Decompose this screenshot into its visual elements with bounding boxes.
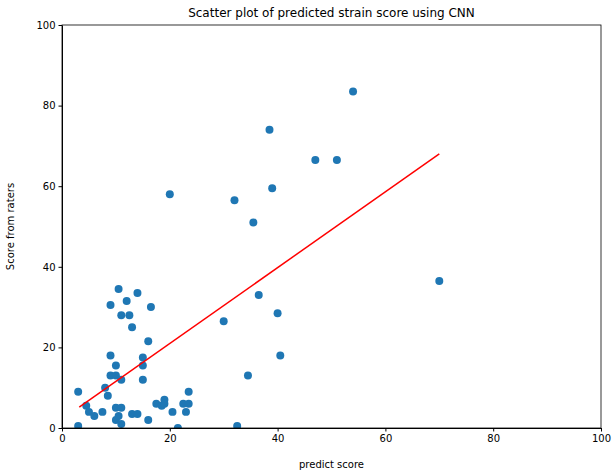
scatter-point bbox=[220, 317, 228, 325]
scatter-point bbox=[117, 404, 125, 412]
tick-mark bbox=[59, 186, 63, 187]
tick-mark bbox=[385, 428, 386, 432]
scatter-point bbox=[107, 301, 115, 309]
tick-label: 40 bbox=[272, 433, 285, 444]
tick-label: 40 bbox=[43, 262, 56, 273]
scatter-point bbox=[160, 400, 168, 408]
scatter-point bbox=[125, 311, 133, 319]
tick-mark bbox=[170, 428, 171, 432]
scatter-point bbox=[133, 289, 141, 297]
scatter-point bbox=[266, 126, 274, 134]
tick-mark bbox=[601, 428, 602, 432]
scatter-point bbox=[244, 372, 252, 380]
scatter-point bbox=[115, 412, 123, 420]
scatter-point bbox=[112, 362, 120, 370]
tick: 80 bbox=[487, 428, 500, 444]
scatter-point bbox=[333, 156, 341, 164]
tick: 40 bbox=[43, 262, 62, 273]
scatter-point bbox=[90, 412, 98, 420]
title: Scatter plot of predicted strain score u… bbox=[188, 6, 475, 20]
y-axis-title: Score from raters bbox=[5, 183, 16, 270]
tick-label: 0 bbox=[59, 433, 65, 444]
scatter-point bbox=[169, 408, 177, 416]
tick: 40 bbox=[272, 428, 285, 444]
tick-mark bbox=[59, 25, 63, 26]
tick-mark bbox=[493, 428, 494, 432]
tick: 80 bbox=[43, 100, 62, 111]
tick-label: 60 bbox=[43, 181, 56, 192]
scatter-point bbox=[139, 376, 147, 384]
scatter-point bbox=[104, 392, 112, 400]
tick-label: 100 bbox=[36, 20, 55, 31]
scatter-point bbox=[185, 388, 193, 396]
tick-label: 80 bbox=[43, 100, 56, 111]
scatter-point bbox=[185, 400, 193, 408]
scatter-point bbox=[133, 410, 141, 418]
tick-label: 20 bbox=[43, 342, 56, 353]
tick-label: 60 bbox=[380, 433, 393, 444]
scatter-point bbox=[435, 277, 443, 285]
x-axis: 0 20 40 60 80 100 bbox=[59, 428, 611, 444]
scatter-point bbox=[74, 422, 82, 428]
scatter-point bbox=[147, 303, 155, 311]
scatter-point bbox=[117, 311, 125, 319]
scatter-point bbox=[274, 309, 282, 317]
tick: 20 bbox=[164, 428, 177, 444]
tick-mark bbox=[278, 428, 279, 432]
fit-line bbox=[79, 154, 439, 407]
tick-label: 100 bbox=[592, 433, 611, 444]
tick: 0 bbox=[59, 428, 65, 444]
scatter-point bbox=[107, 351, 115, 359]
scatter-point bbox=[230, 196, 238, 204]
tick: 60 bbox=[43, 181, 62, 192]
scatter-point bbox=[144, 337, 152, 345]
tick: 60 bbox=[380, 428, 393, 444]
scatter-point bbox=[276, 351, 284, 359]
tick-label: 80 bbox=[487, 433, 500, 444]
tick: 0 bbox=[49, 423, 62, 434]
scatter-point bbox=[249, 218, 257, 226]
scatter-point bbox=[311, 156, 319, 164]
scatter-point bbox=[128, 323, 136, 331]
axis-line bbox=[63, 428, 602, 429]
scatter-point bbox=[74, 388, 82, 396]
tick-label: 20 bbox=[164, 433, 177, 444]
scatter-point bbox=[182, 408, 190, 416]
tick-label: 0 bbox=[49, 423, 55, 434]
y-axis: 0 20 40 60 80 100 bbox=[36, 20, 62, 434]
marks bbox=[74, 88, 443, 428]
scatter-point bbox=[233, 422, 241, 428]
tick: 20 bbox=[43, 342, 62, 353]
scatter-point bbox=[174, 424, 182, 428]
scatter-point bbox=[117, 420, 125, 428]
axis-line bbox=[62, 26, 63, 429]
scatter-point bbox=[268, 184, 276, 192]
plot-frame bbox=[62, 25, 601, 428]
scatter-point bbox=[144, 416, 152, 424]
tick-mark bbox=[59, 347, 63, 348]
chart: 0 20 40 60 80 100 0 20 40 60 80 100 Scatter plot of … bbox=[0, 0, 614, 474]
scatter-point bbox=[349, 88, 357, 96]
scatter-point bbox=[255, 291, 263, 299]
tick: 100 bbox=[36, 20, 62, 31]
scatter-point bbox=[115, 285, 123, 293]
tick: 100 bbox=[592, 428, 611, 444]
x-axis-title: predict score bbox=[299, 459, 364, 470]
tick-mark bbox=[59, 428, 63, 429]
tick-mark bbox=[59, 267, 63, 268]
scatter-point bbox=[98, 408, 106, 416]
scatter-point bbox=[166, 190, 174, 198]
tick-mark bbox=[62, 428, 63, 432]
tick-mark bbox=[59, 106, 63, 107]
scatter-point bbox=[123, 297, 131, 305]
